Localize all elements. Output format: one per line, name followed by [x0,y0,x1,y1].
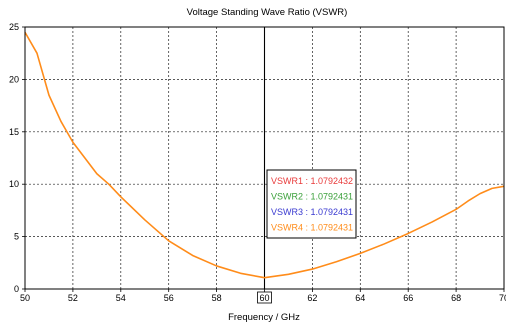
x-tick-label: 52 [68,293,78,303]
y-tick-label: 20 [9,74,19,84]
y-tick-label: 15 [9,127,19,137]
legend: VSWR1 : 1.0792432 VSWR2 : 1.0792431 VSWR3 … [266,169,357,239]
x-tick-label: 54 [116,293,126,303]
legend-entry: VSWR4 : 1.0792431 [271,223,353,233]
chart-title: Voltage Standing Wave Ratio (VSWR) [187,7,348,18]
y-tick-label: 25 [9,22,19,32]
legend-entry: VSWR1 : 1.0792432 [271,176,353,186]
legend-entry: VSWR3 : 1.0792431 [271,207,353,217]
legend-entry: VSWR2 : 1.0792431 [271,192,353,202]
x-tick-label: 62 [307,293,317,303]
x-tick-label: 60 [259,293,269,303]
x-tick-highlight-box [257,291,272,304]
x-tick-label: 66 [403,293,413,303]
x-axis-title: Frequency / GHz [228,312,300,323]
x-tick-label: 50 [20,293,30,303]
x-tick-label: 70 [499,293,506,303]
series-layer [24,31,505,279]
x-tick-label: 64 [355,293,365,303]
x-tick-label: 58 [212,293,222,303]
series-line [24,31,505,279]
tick-layer: 50 52 54 56 58 60 62 64 66 68 70 0 5 10 15 20 25 [9,22,506,304]
y-tick-label: 5 [14,232,19,242]
y-tick-label: 0 [14,284,19,294]
legend-box [266,169,357,239]
y-tick-label: 10 [9,179,19,189]
x-tick-label: 56 [164,293,174,303]
x-tick-label: 68 [451,293,461,303]
